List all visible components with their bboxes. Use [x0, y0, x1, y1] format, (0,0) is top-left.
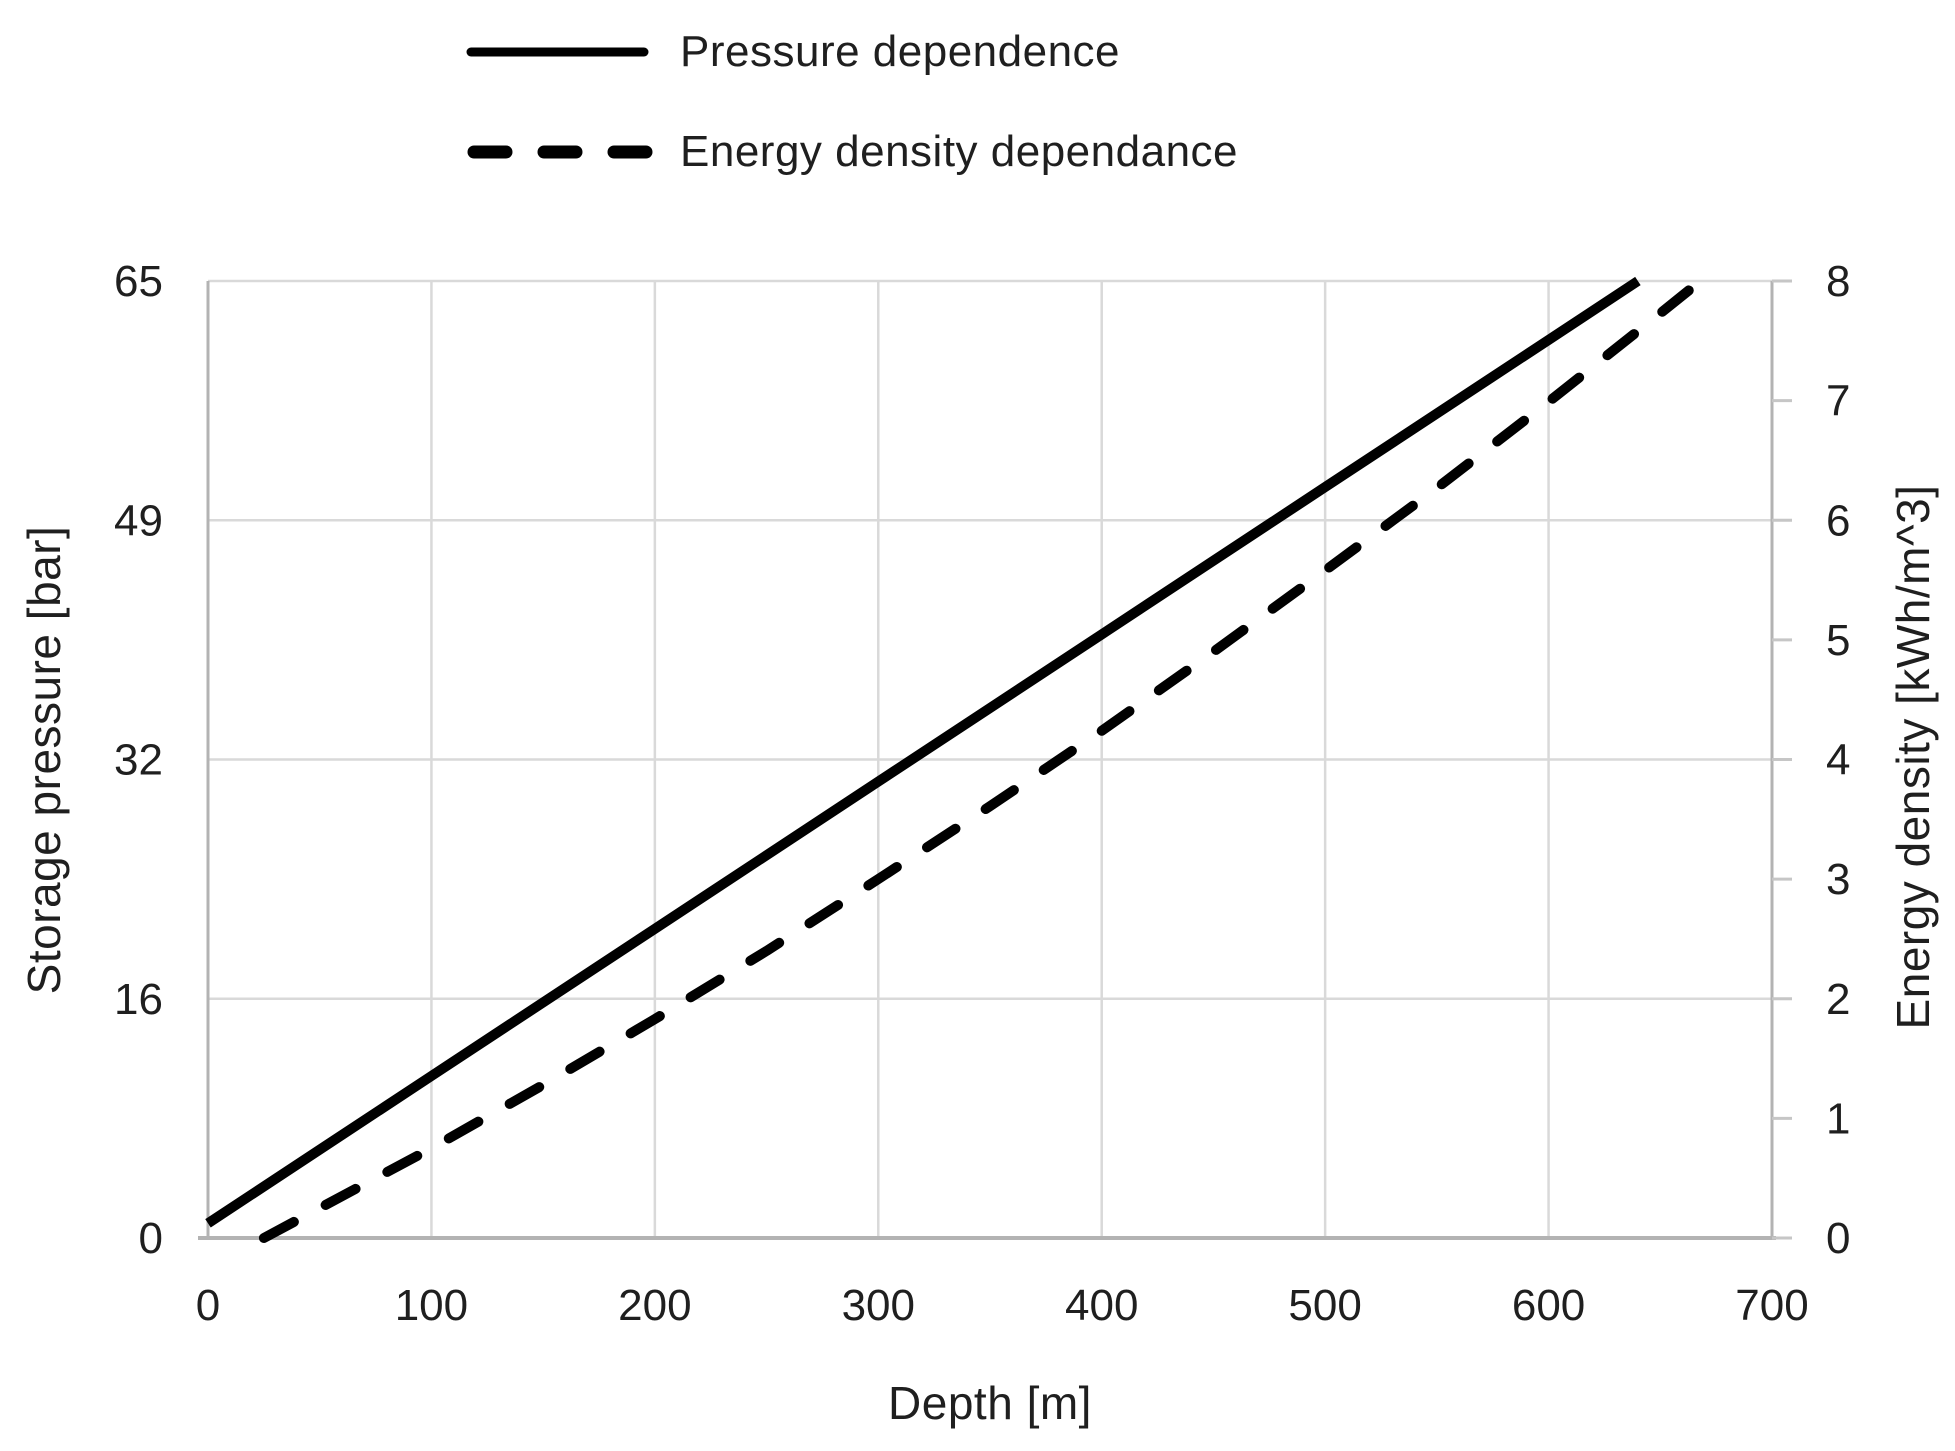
- series-line-solid: [205, 276, 1641, 1228]
- y-right-tick-label: 0: [1826, 1214, 1850, 1263]
- y-right-tick-label: 7: [1826, 377, 1850, 426]
- y-right-tick-label: 3: [1826, 855, 1850, 904]
- legend-label-energy-density: Energy density dependance: [680, 127, 1239, 176]
- y-left-tick-label: 32: [114, 736, 163, 785]
- x-tick-label: 300: [842, 1281, 915, 1330]
- x-tick-label: 100: [395, 1281, 468, 1330]
- x-axis-title: Depth [m]: [888, 1377, 1092, 1429]
- x-tick-label: 700: [1735, 1281, 1808, 1330]
- y-left-tick-label: 49: [114, 496, 163, 545]
- y-left-tick-label: 16: [114, 975, 163, 1024]
- y-right-tick-label: 4: [1826, 736, 1850, 785]
- legend-item-energy-density: Energy density dependance: [467, 102, 1238, 202]
- dashed-line-swatch: [467, 145, 655, 159]
- y-right-tick-label: 2: [1826, 975, 1850, 1024]
- x-tick-label: 0: [196, 1281, 220, 1330]
- legend-label-pressure: Pressure dependence: [680, 27, 1121, 76]
- x-tick-label: 200: [618, 1281, 691, 1330]
- x-tick-label: 400: [1065, 1281, 1138, 1330]
- y-left-tick-label: 0: [139, 1214, 163, 1263]
- series-line-dashed: [258, 276, 1706, 1243]
- x-tick-label: 500: [1288, 1281, 1361, 1330]
- y-right-tick-label: 8: [1826, 257, 1850, 306]
- legend: Pressure dependence Energy density depen…: [466, 2, 1238, 202]
- y-axis-title-left: Storage pressure [bar]: [18, 525, 70, 995]
- legend-item-pressure: Pressure dependence: [466, 2, 1238, 102]
- x-tick-label: 600: [1512, 1281, 1585, 1330]
- y-axis-title-right: Energy density [kWh/m^3]: [1887, 484, 1939, 1030]
- y-right-tick-label: 6: [1826, 496, 1850, 545]
- y-left-tick-label: 65: [114, 257, 163, 306]
- solid-line-swatch: [466, 47, 649, 57]
- y-right-tick-label: 1: [1826, 1094, 1850, 1143]
- y-right-tick-label: 5: [1826, 616, 1850, 665]
